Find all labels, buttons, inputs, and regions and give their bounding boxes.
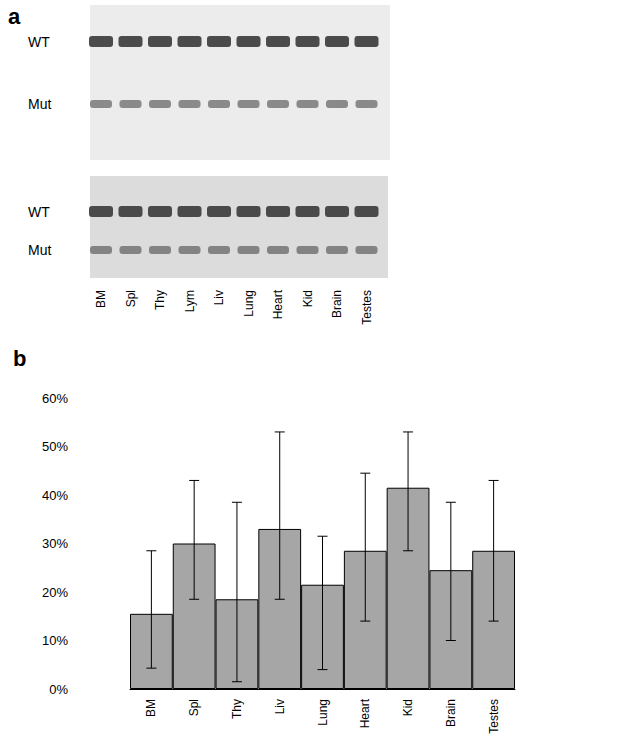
svg-text:Lung: Lung — [242, 290, 256, 317]
svg-text:Lung: Lung — [316, 699, 330, 726]
svg-text:BM: BM — [144, 699, 158, 717]
svg-text:Kid: Kid — [301, 290, 315, 307]
svg-text:10%: 10% — [42, 633, 68, 648]
svg-text:Testes: Testes — [487, 699, 501, 734]
svg-text:0%: 0% — [49, 682, 68, 697]
svg-text:Brain: Brain — [444, 699, 458, 727]
svg-text:60%: 60% — [42, 391, 68, 406]
svg-text:Testes: Testes — [360, 290, 374, 325]
svg-text:b: b — [13, 346, 26, 371]
svg-text:Liv: Liv — [273, 699, 287, 714]
svg-text:40%: 40% — [42, 488, 68, 503]
svg-text:Heart: Heart — [358, 698, 372, 728]
svg-text:Kid: Kid — [401, 699, 415, 716]
svg-text:20%: 20% — [42, 585, 68, 600]
svg-text:a: a — [8, 4, 21, 29]
svg-text:Spl: Spl — [187, 699, 201, 716]
svg-text:Thy: Thy — [230, 699, 244, 719]
svg-text:Mut: Mut — [28, 242, 51, 258]
svg-text:Heart: Heart — [271, 289, 285, 319]
svg-text:50%: 50% — [42, 439, 68, 454]
svg-text:Brain: Brain — [330, 290, 344, 318]
svg-text:Liv: Liv — [212, 290, 226, 305]
svg-text:30%: 30% — [42, 536, 68, 551]
svg-text:Thy: Thy — [153, 290, 167, 310]
svg-text:Mut: Mut — [28, 96, 51, 112]
svg-text:Spl: Spl — [124, 290, 138, 307]
svg-text:WT: WT — [28, 34, 50, 50]
svg-text:Lym: Lym — [183, 290, 197, 312]
svg-text:BM: BM — [94, 290, 108, 308]
svg-text:WT: WT — [28, 204, 50, 220]
